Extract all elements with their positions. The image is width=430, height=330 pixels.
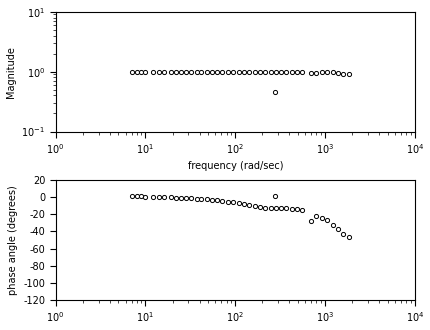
Y-axis label: phase angle (degrees): phase angle (degrees) bbox=[8, 185, 18, 295]
Y-axis label: Magnitude: Magnitude bbox=[6, 46, 16, 98]
X-axis label: frequency (rad/sec): frequency (rad/sec) bbox=[187, 161, 283, 171]
